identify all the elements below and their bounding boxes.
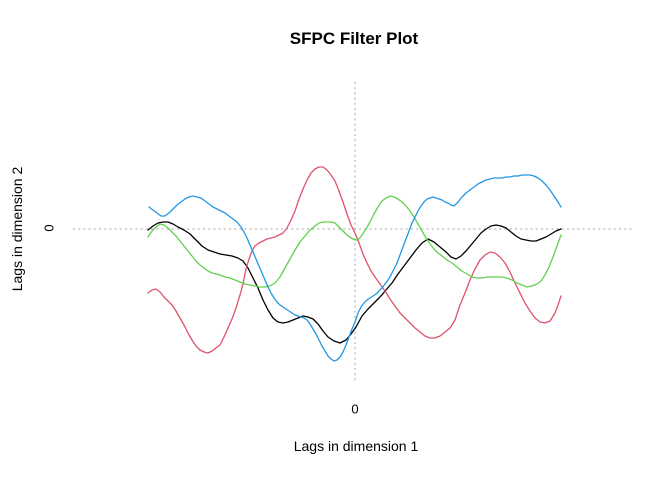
series-filter-black bbox=[147, 221, 562, 344]
series-filter-red bbox=[147, 166, 562, 354]
series-filter-green bbox=[147, 195, 562, 288]
y-axis-tick-zero: 0 bbox=[41, 224, 57, 232]
y-axis-label: Lags in dimension 2 bbox=[9, 166, 25, 292]
x-axis-tick-zero: 0 bbox=[351, 401, 359, 417]
series-filter-blue bbox=[148, 174, 562, 362]
plot-title: SFPC Filter Plot bbox=[289, 29, 419, 48]
x-axis-label: Lags in dimension 1 bbox=[293, 438, 419, 454]
